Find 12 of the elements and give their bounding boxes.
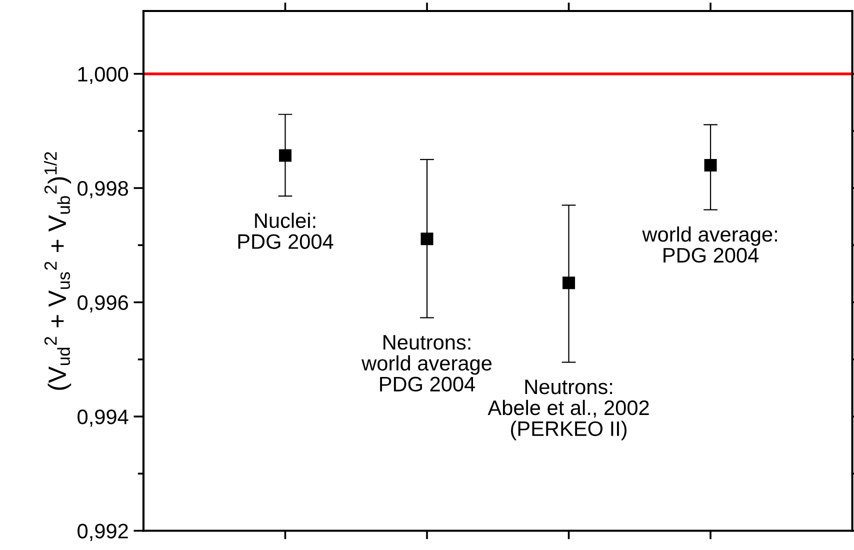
point: [420, 232, 434, 246]
point: [704, 158, 717, 172]
point: [562, 276, 576, 290]
annotation: world average: PDG 2004: [642, 226, 777, 263]
y-tick-label: 0,994: [78, 410, 128, 427]
y-tick-label: 0,996: [78, 295, 128, 313]
annotation: Nuclei: PDG 2004: [238, 212, 334, 249]
point: [278, 149, 292, 162]
y-tick-label: 0,998: [78, 181, 128, 198]
text: (V$_{ud}$$^{2}$ + V$_{us}$$^{2}$ + V$_{ub}$$^{2}$)$^{1/2}$: [44, 152, 72, 390]
y-tick-label: 0,992: [78, 524, 128, 541]
y-tick-label: 1,000: [78, 66, 128, 84]
